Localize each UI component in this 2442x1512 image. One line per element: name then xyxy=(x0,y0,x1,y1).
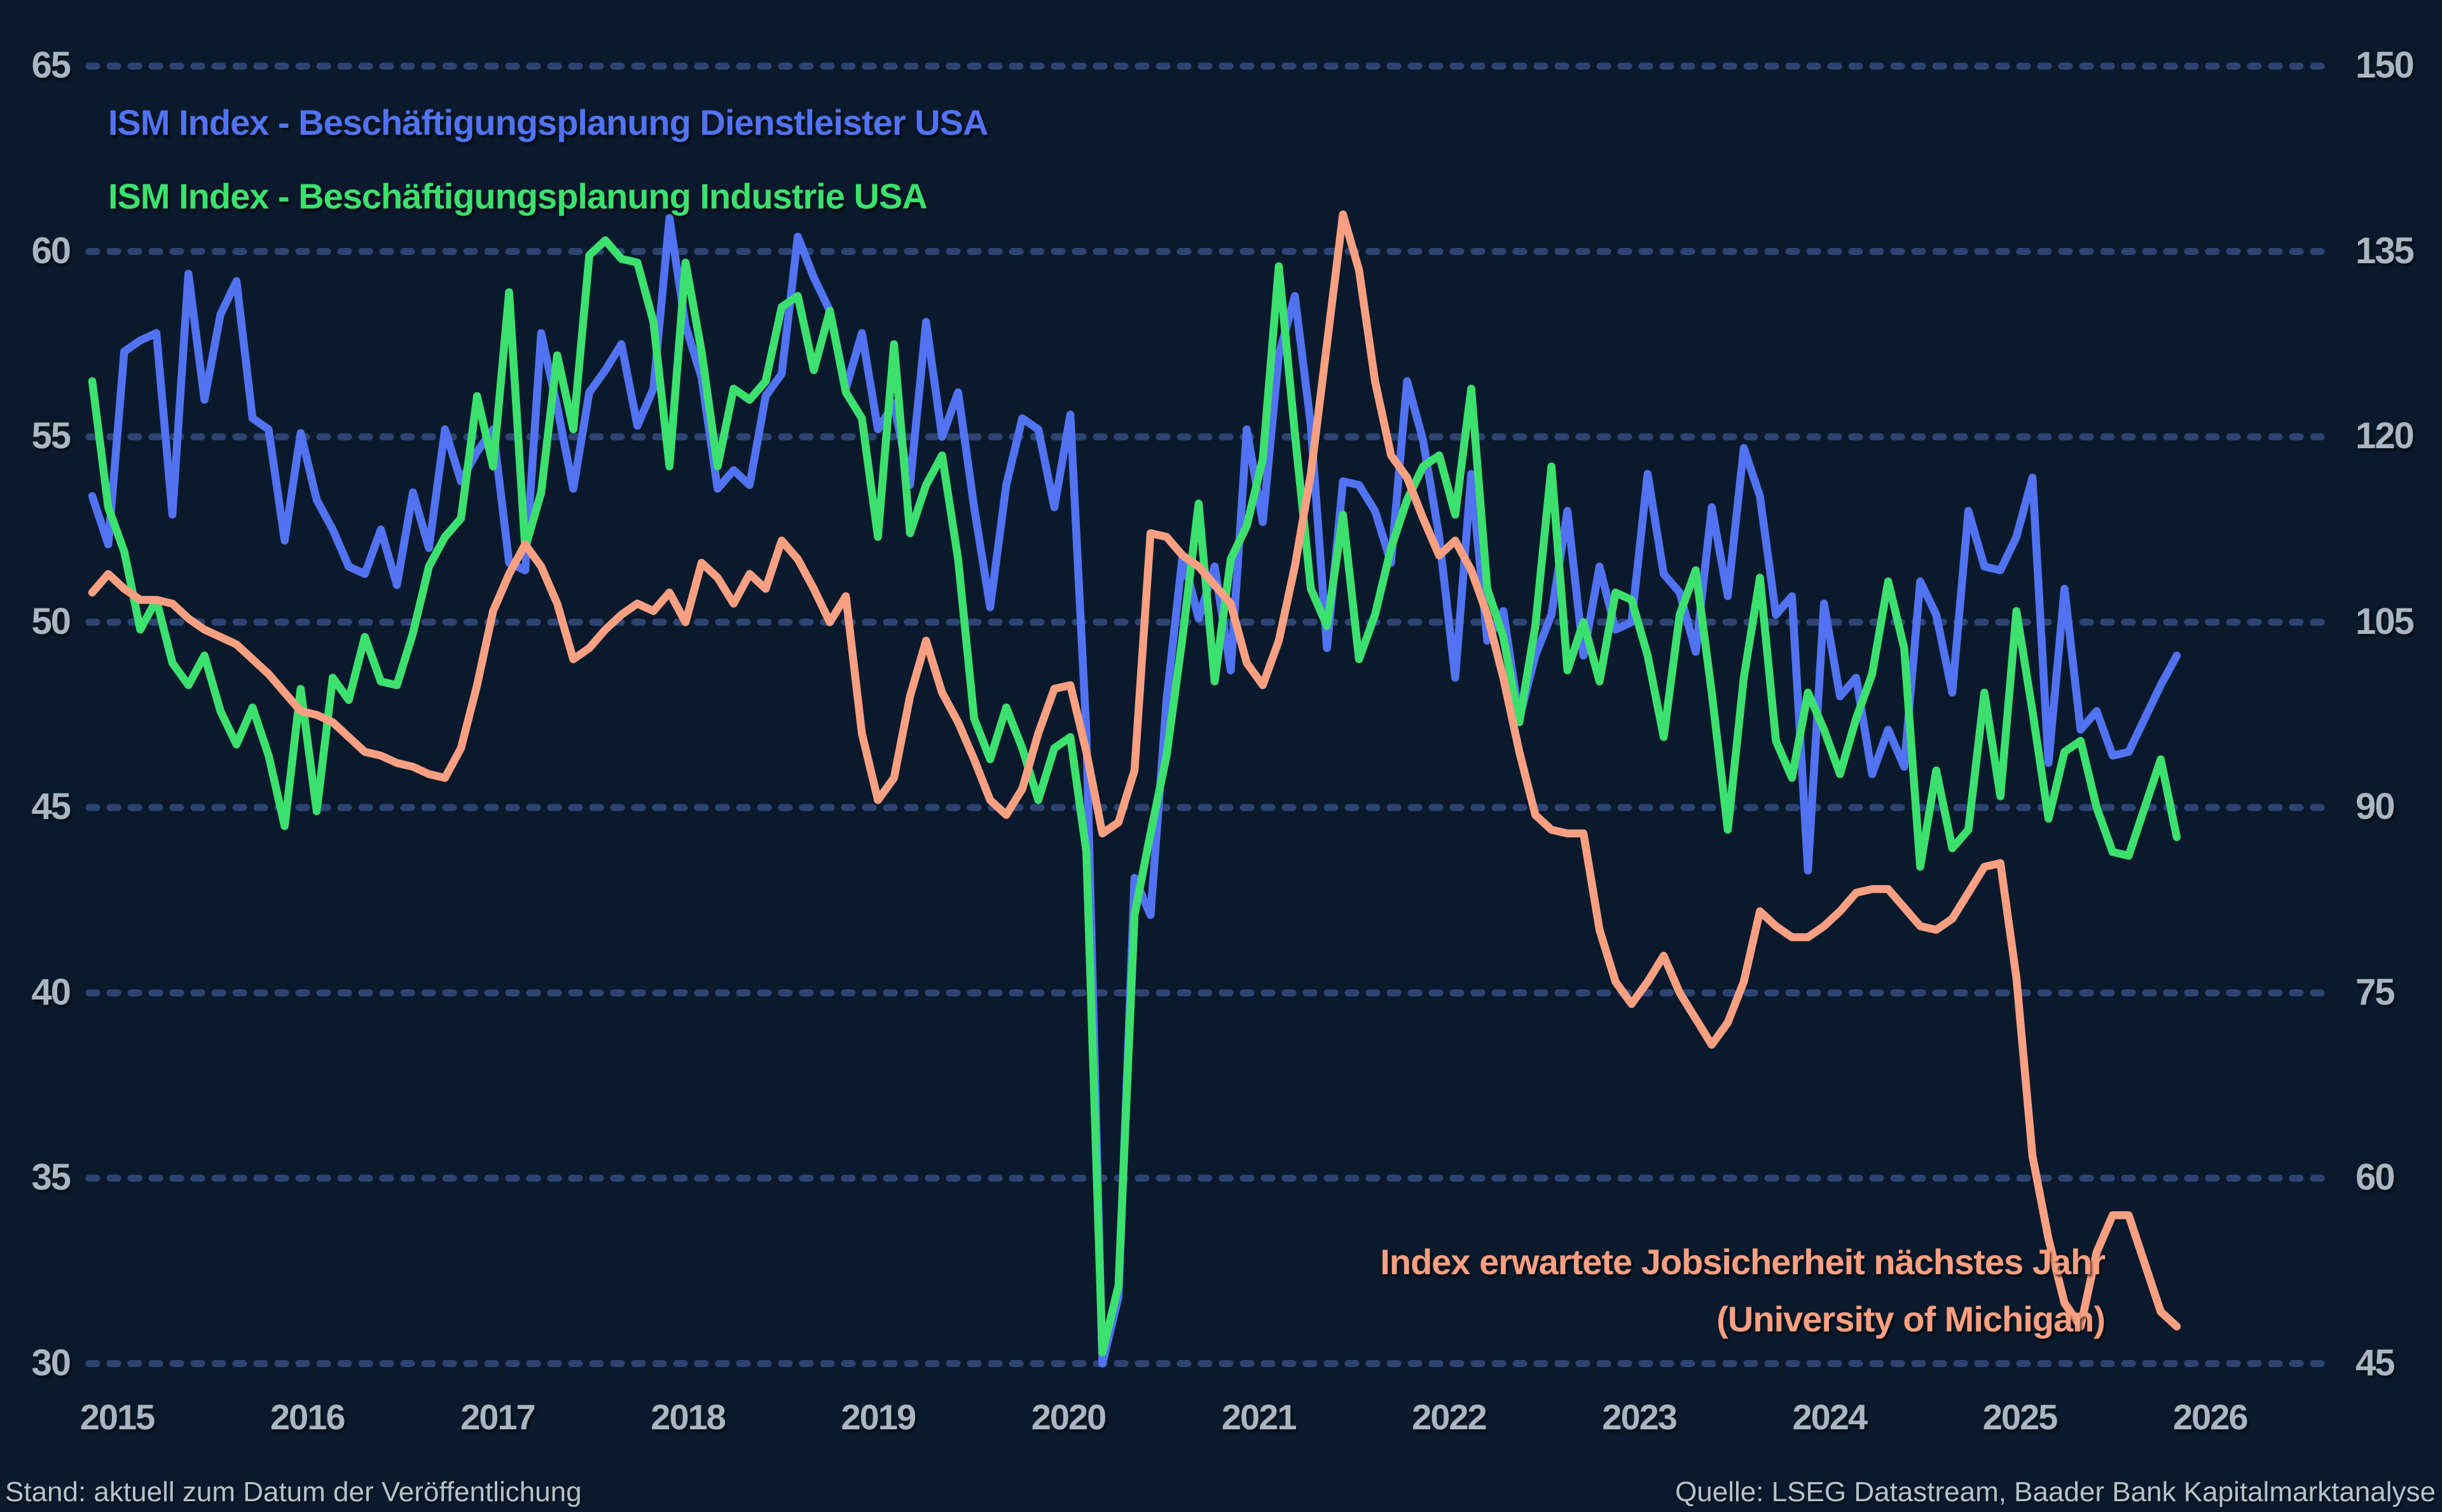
left-axis-tick-60: 60 xyxy=(31,230,71,271)
x-axis-tick-2020: 2020 xyxy=(1031,1397,1107,1437)
legend-label-services: ISM Index - Beschäftigungsplanung Dienst… xyxy=(108,102,988,142)
x-axis-tick-2022: 2022 xyxy=(1412,1397,1487,1437)
x-axis-tick-2019: 2019 xyxy=(841,1397,917,1437)
x-axis-tick-2024: 2024 xyxy=(1792,1397,1868,1437)
left-axis-tick-55: 55 xyxy=(31,415,71,457)
left-axis-tick-45: 45 xyxy=(31,786,71,828)
footer-status-note: Stand: aktuell zum Datum der Veröffentli… xyxy=(5,1476,582,1508)
x-axis-tick-2017: 2017 xyxy=(460,1397,536,1437)
x-axis-tick-2025: 2025 xyxy=(1982,1397,2059,1437)
right-axis-tick-135: 135 xyxy=(2356,230,2415,271)
footer-source-note: Quelle: LSEG Datastream, Baader Bank Kap… xyxy=(1675,1476,2436,1508)
right-axis-tick-75: 75 xyxy=(2356,971,2395,1013)
annotation-jobsecurity-line2: (University of Michigan) xyxy=(1716,1299,2106,1339)
right-axis-tick-105: 105 xyxy=(2356,600,2415,642)
left-axis-tick-65: 65 xyxy=(31,45,71,86)
right-axis-tick-45: 45 xyxy=(2356,1342,2395,1384)
left-axis-tick-50: 50 xyxy=(31,600,71,642)
x-axis-tick-2016: 2016 xyxy=(270,1397,346,1437)
series-line-2 xyxy=(88,210,2181,1331)
left-axis-tick-40: 40 xyxy=(31,971,71,1013)
legend-label-industry: ISM Index - Beschäftigungsplanung Indust… xyxy=(108,176,928,216)
right-axis-tick-120: 120 xyxy=(2356,415,2415,457)
right-axis-tick-90: 90 xyxy=(2356,786,2395,828)
x-axis-tick-2018: 2018 xyxy=(651,1397,726,1437)
left-axis-tick-30: 30 xyxy=(31,1342,71,1384)
right-axis-tick-150: 150 xyxy=(2356,45,2415,86)
right-axis-tick-60: 60 xyxy=(2356,1157,2395,1199)
x-axis-tick-2026: 2026 xyxy=(2172,1397,2249,1437)
left-axis-tick-35: 35 xyxy=(31,1157,71,1199)
series-line-1 xyxy=(88,236,2181,1357)
x-axis-tick-2021: 2021 xyxy=(1221,1397,1297,1437)
x-axis-tick-2023: 2023 xyxy=(1602,1397,1678,1437)
x-axis-tick-2015: 2015 xyxy=(79,1397,156,1437)
series-lines xyxy=(88,210,2181,1368)
series-line-0 xyxy=(88,214,2181,1368)
annotation-jobsecurity-line1: Index erwartete Jobsicherheit nächstes J… xyxy=(1380,1242,2106,1282)
